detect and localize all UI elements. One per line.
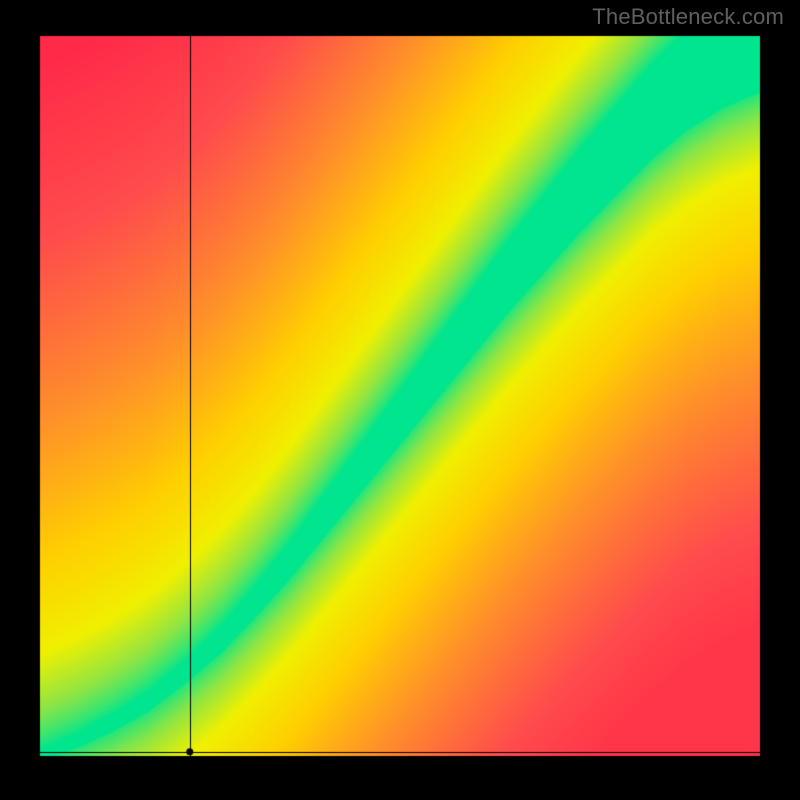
watermark-label: TheBottleneck.com [592, 4, 784, 30]
stage: TheBottleneck.com [0, 0, 800, 800]
bottleneck-heatmap [0, 0, 800, 800]
